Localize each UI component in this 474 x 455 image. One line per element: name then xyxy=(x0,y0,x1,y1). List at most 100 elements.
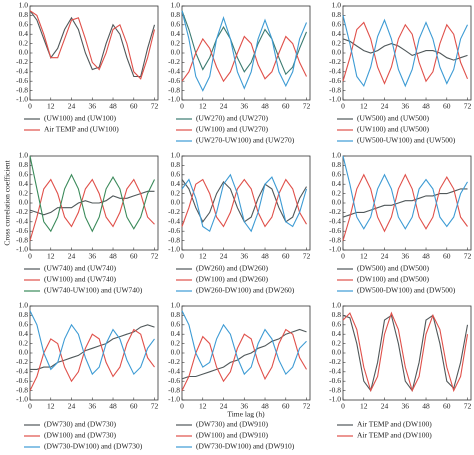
legend-label: Air TEMP and (DW100) xyxy=(357,431,432,440)
y-tick-label: 0.6 xyxy=(332,170,342,179)
series-line xyxy=(29,328,155,391)
x-tick-label: 36 xyxy=(89,252,97,261)
x-tick-label: 24 xyxy=(381,402,389,411)
y-tick-label: 0.8 xyxy=(332,310,342,319)
legend-label: (UW100) and (UW500) xyxy=(357,125,430,134)
x-tick-label: 24 xyxy=(68,402,76,411)
y-tick-label: 0.0 xyxy=(19,348,29,357)
x-tick-label: 0 xyxy=(180,252,184,261)
x-tick-label: 24 xyxy=(68,102,76,111)
y-tick-label: -0.2 xyxy=(329,357,341,366)
y-tick-label: 0.2 xyxy=(19,188,29,197)
series-line xyxy=(29,310,155,376)
y-tick-label: 0.4 xyxy=(171,329,181,338)
y-tick-label: -0.2 xyxy=(16,207,28,216)
y-axis-label: Cross correlation coefficient xyxy=(3,159,12,245)
y-tick-label: -0.8 xyxy=(168,85,180,94)
legend-label: (DW260-DW100) and (DW260) xyxy=(196,286,295,295)
x-tick-label: 60 xyxy=(443,402,451,411)
legend-label: (UW740-UW100) and (UW740) xyxy=(44,286,143,295)
y-tick-label: 0.4 xyxy=(19,29,29,38)
x-tick-label: 72 xyxy=(151,402,159,411)
legend-label: (DW730-DW100) and (DW910) xyxy=(196,442,295,451)
x-tick-label: 12 xyxy=(199,252,207,261)
series-line xyxy=(29,155,155,233)
y-tick-label: 0.4 xyxy=(19,179,29,188)
y-tick-label: -1.0 xyxy=(168,245,180,254)
y-tick-label: -1.0 xyxy=(329,95,341,104)
y-tick-label: 0.2 xyxy=(332,188,342,197)
y-tick-label: -0.6 xyxy=(329,76,341,85)
legend-label: (UW100) and (UW270) xyxy=(196,125,269,134)
y-tick-label: 1.0 xyxy=(19,151,29,160)
y-tick-label: -1.0 xyxy=(16,395,28,404)
x-tick-label: 36 xyxy=(89,402,97,411)
x-tick-label: 36 xyxy=(241,252,249,261)
y-tick-label: 0.2 xyxy=(171,338,181,347)
series-line xyxy=(181,10,308,92)
y-tick-label: -0.6 xyxy=(16,76,28,85)
series-line xyxy=(181,328,307,391)
y-tick-label: 1.0 xyxy=(171,1,181,10)
y-tick-label: -0.6 xyxy=(168,76,180,85)
y-tick-label: -0.8 xyxy=(329,385,341,394)
series-line xyxy=(29,10,156,80)
y-tick-label: 0.2 xyxy=(171,38,181,47)
y-tick-label: 1.0 xyxy=(171,151,181,160)
y-tick-label: 0.0 xyxy=(332,198,342,207)
y-tick-label: 0.6 xyxy=(171,170,181,179)
y-tick-label: -0.6 xyxy=(16,376,28,385)
y-tick-label: -0.4 xyxy=(329,367,341,376)
x-tick-label: 48 xyxy=(261,402,269,411)
y-tick-label: -0.4 xyxy=(168,67,180,76)
y-tick-label: 0.6 xyxy=(332,20,342,29)
x-tick-label: 36 xyxy=(402,402,410,411)
series-line xyxy=(181,328,307,380)
y-tick-label: -1.0 xyxy=(16,95,28,104)
y-tick-label: -0.2 xyxy=(329,207,341,216)
x-tick-label: 36 xyxy=(241,402,249,411)
series-line xyxy=(30,324,155,370)
series-line xyxy=(342,155,468,230)
x-tick-label: 60 xyxy=(130,252,138,261)
y-tick-label: 0.8 xyxy=(171,310,181,319)
legend-label: (DW100) and (DW910) xyxy=(196,431,269,440)
legend-label: (UW270) and (UW270) xyxy=(196,114,269,123)
legend-label: (UW500) and (UW500) xyxy=(357,114,430,123)
x-tick-label: 12 xyxy=(47,252,55,261)
x-axis-label: Time lag (h) xyxy=(227,410,265,419)
x-tick-label: 36 xyxy=(402,102,410,111)
y-tick-label: 0.0 xyxy=(19,48,29,57)
y-tick-label: 0.8 xyxy=(171,10,181,19)
y-tick-label: -0.4 xyxy=(168,217,180,226)
x-tick-label: 0 xyxy=(341,252,345,261)
x-tick-label: 24 xyxy=(68,252,76,261)
legend-label: (DW730) and (DW910) xyxy=(196,420,269,429)
series-line xyxy=(181,35,307,83)
y-tick-label: 1.0 xyxy=(19,301,29,310)
y-tick-label: -0.2 xyxy=(329,57,341,66)
series-line xyxy=(29,190,155,216)
y-tick-label: 0.0 xyxy=(332,348,342,357)
x-tick-label: 36 xyxy=(89,102,97,111)
y-tick-label: 0.8 xyxy=(171,160,181,169)
y-tick-label: -0.8 xyxy=(16,85,28,94)
y-tick-label: 0.6 xyxy=(332,320,342,329)
x-tick-label: 48 xyxy=(109,102,117,111)
x-tick-label: 48 xyxy=(422,402,430,411)
y-tick-label: -1.0 xyxy=(329,395,341,404)
y-tick-label: -0.8 xyxy=(16,385,28,394)
y-tick-label: 1.0 xyxy=(332,1,342,10)
x-tick-label: 0 xyxy=(28,252,32,261)
x-tick-label: 72 xyxy=(151,102,159,111)
x-tick-label: 12 xyxy=(360,252,368,261)
y-tick-label: -0.2 xyxy=(168,357,180,366)
x-tick-label: 48 xyxy=(261,102,269,111)
y-tick-label: 1.0 xyxy=(332,151,342,160)
y-tick-label: -0.2 xyxy=(16,357,28,366)
x-tick-label: 24 xyxy=(220,102,228,111)
y-tick-label: 0.4 xyxy=(19,329,29,338)
x-tick-label: 0 xyxy=(341,402,345,411)
legend-label: (DW260) and (DW260) xyxy=(196,264,269,273)
y-tick-label: -0.4 xyxy=(168,367,180,376)
